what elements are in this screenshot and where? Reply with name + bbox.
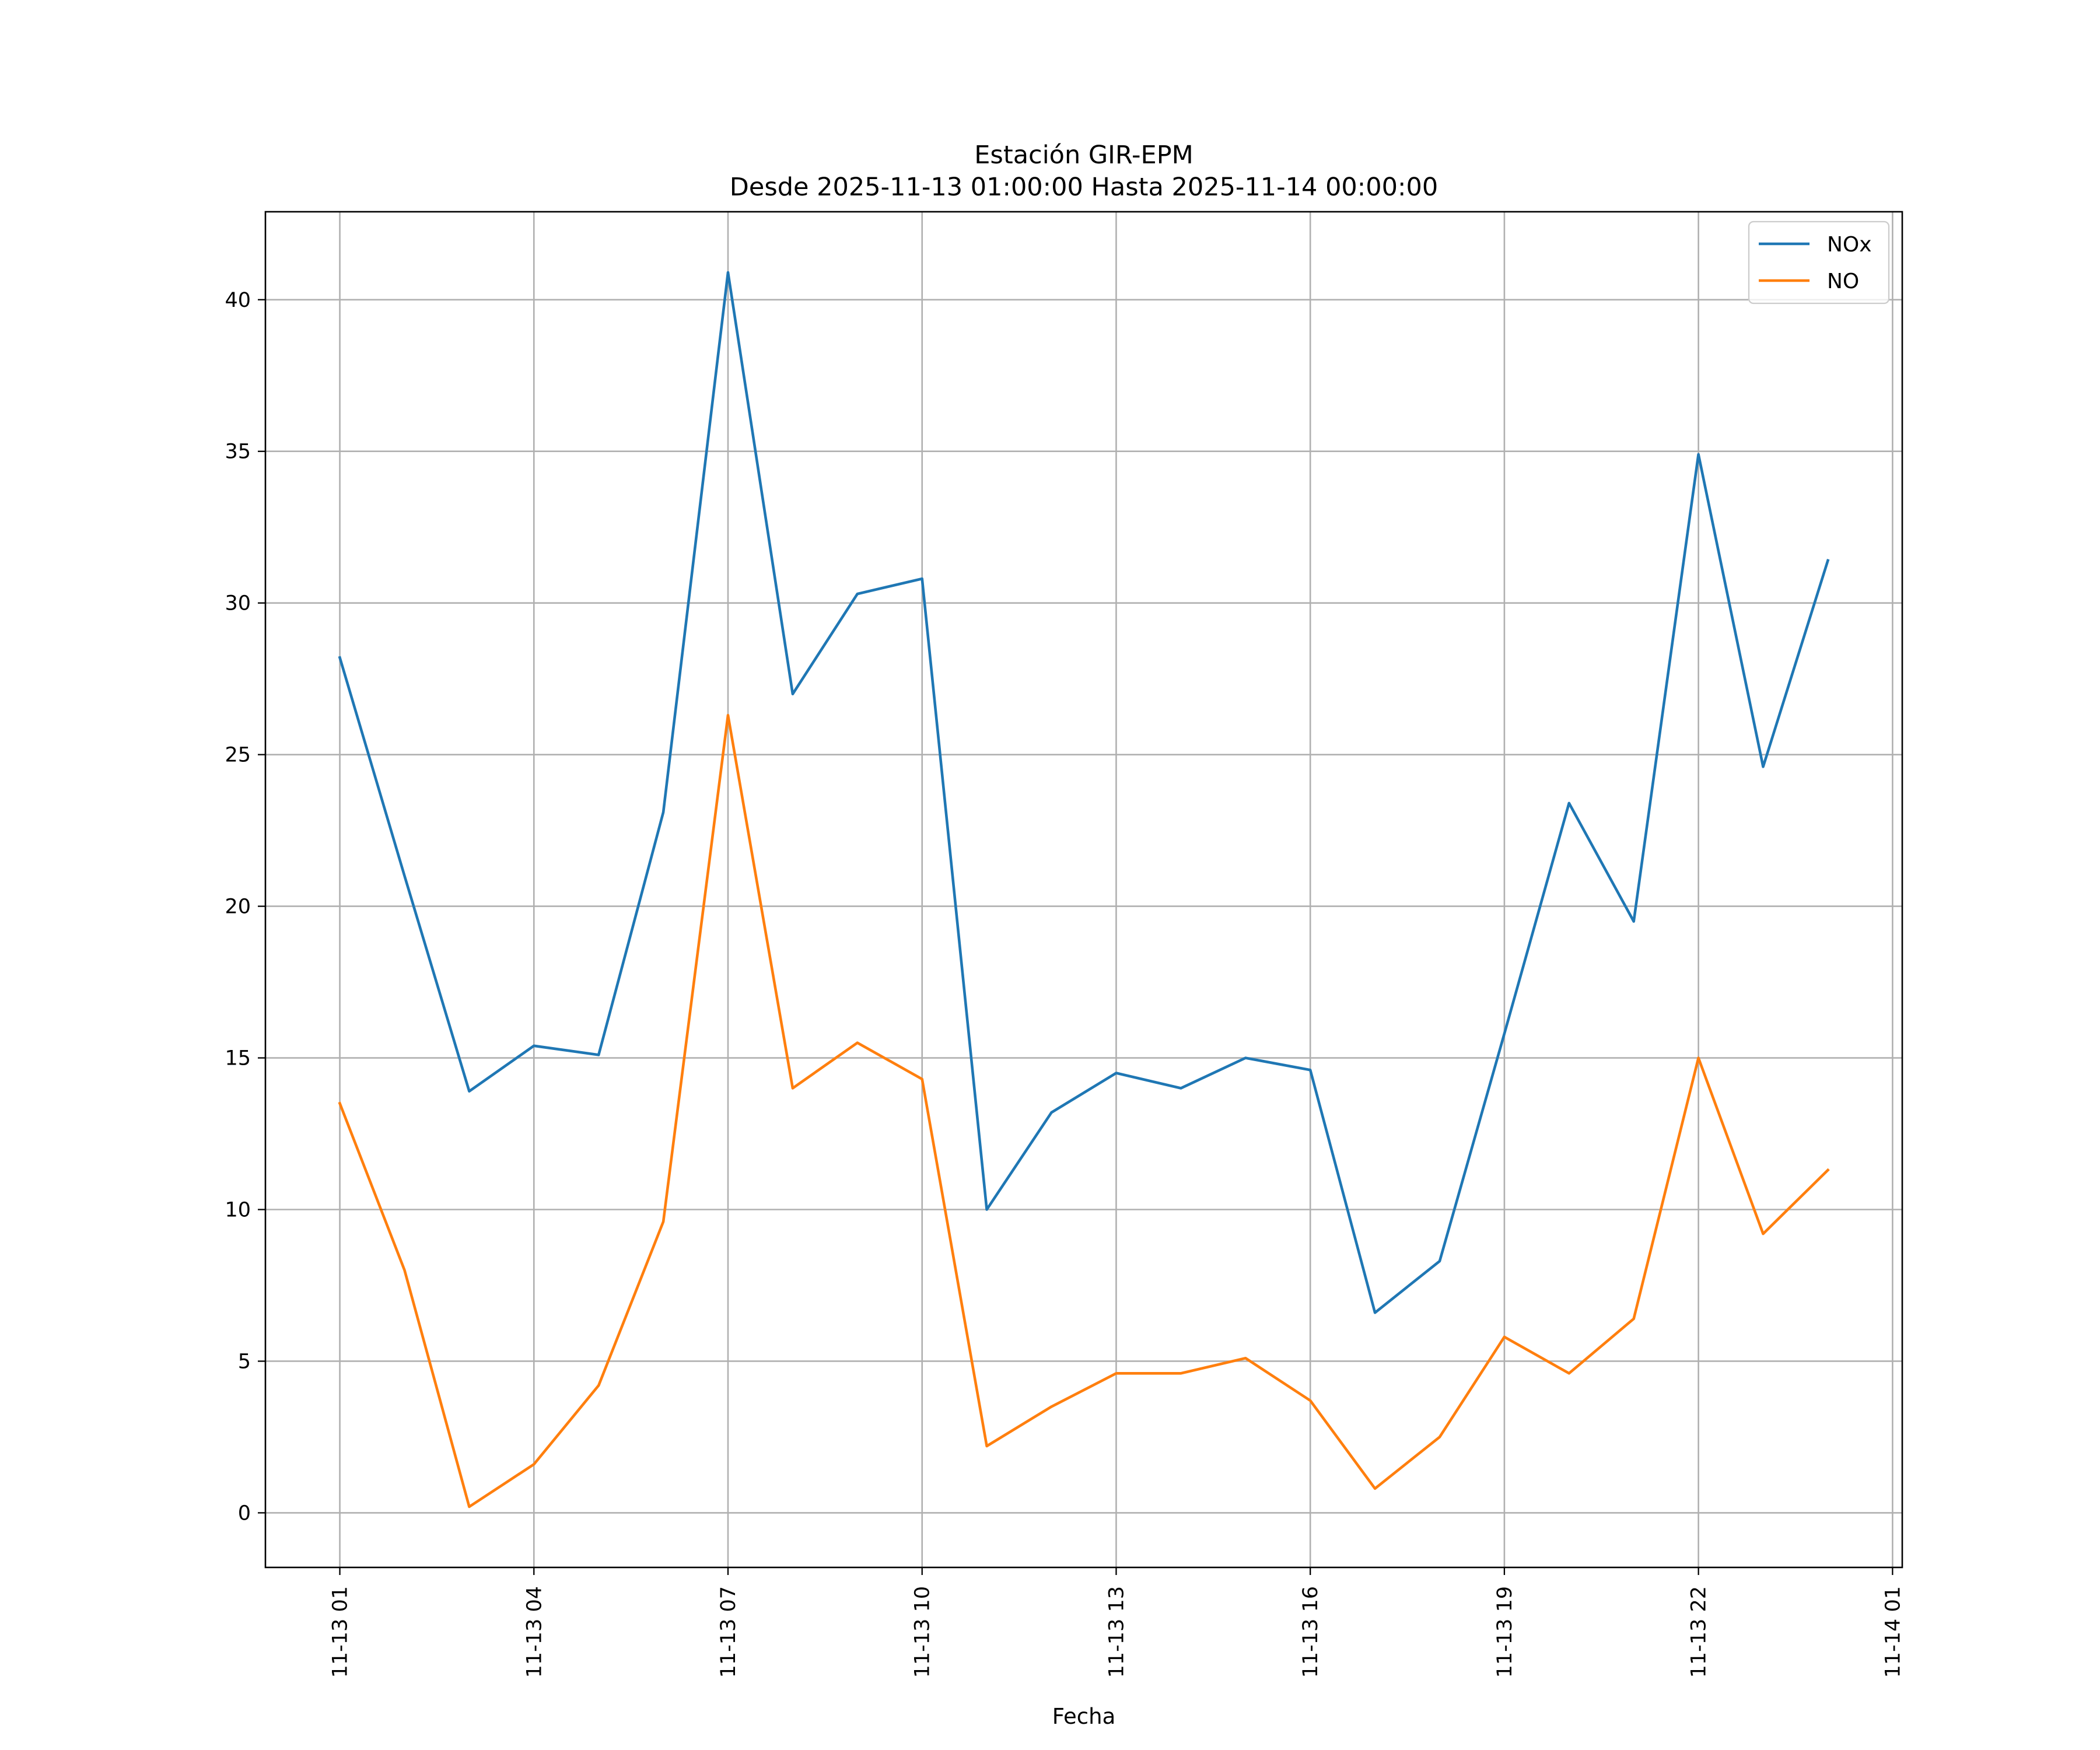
x-tick-label: 11-13 16 xyxy=(1299,1586,1322,1678)
y-axis-ticks: 0 5 10 15 20 25 30 35 40 xyxy=(225,289,265,1525)
x-axis-label: Fecha xyxy=(1052,1704,1116,1729)
x-tick-label: 11-13 10 xyxy=(911,1586,935,1678)
legend-box xyxy=(1748,220,1890,304)
plot-frame xyxy=(264,211,1903,1569)
legend-label-no: NO xyxy=(1827,270,1859,293)
legend: NOx NO xyxy=(1748,220,1890,304)
y-tick-label: 40 xyxy=(225,289,251,312)
legend-label-nox: NOx xyxy=(1827,233,1872,257)
x-tick-label: 11-13 07 xyxy=(717,1586,740,1678)
y-tick-label: 20 xyxy=(225,895,251,919)
x-tick-label: 11-14 01 xyxy=(1881,1586,1905,1678)
x-tick-label: 11-13 22 xyxy=(1688,1586,1711,1678)
x-tick-label: 11-13 04 xyxy=(523,1586,546,1678)
y-tick-label: 15 xyxy=(225,1047,251,1070)
series-line-no xyxy=(338,713,1830,1508)
x-tick-label: 11-13 01 xyxy=(329,1586,352,1678)
x-tick-label: 11-13 13 xyxy=(1105,1586,1128,1678)
series-line-nox xyxy=(338,271,1830,1314)
y-tick-label: 25 xyxy=(225,744,251,767)
x-axis-ticks: 11-13 01 11-13 04 11-13 07 11-13 10 11-13 13… xyxy=(329,1567,1905,1678)
chart-subtitle: Desde 2025-11-13 01:00:00 Hasta 2025-11-… xyxy=(730,173,1438,202)
y-tick-label: 35 xyxy=(225,440,251,464)
x-tick-label: 11-13 19 xyxy=(1493,1586,1517,1678)
chart-title: Estación GIR-EPM xyxy=(974,141,1193,170)
series-lines xyxy=(338,271,1830,1508)
y-tick-label: 5 xyxy=(238,1350,251,1373)
y-tick-label: 30 xyxy=(225,592,251,615)
grid xyxy=(265,212,1902,1567)
y-tick-label: 10 xyxy=(225,1199,251,1222)
y-tick-label: 0 xyxy=(238,1502,251,1525)
